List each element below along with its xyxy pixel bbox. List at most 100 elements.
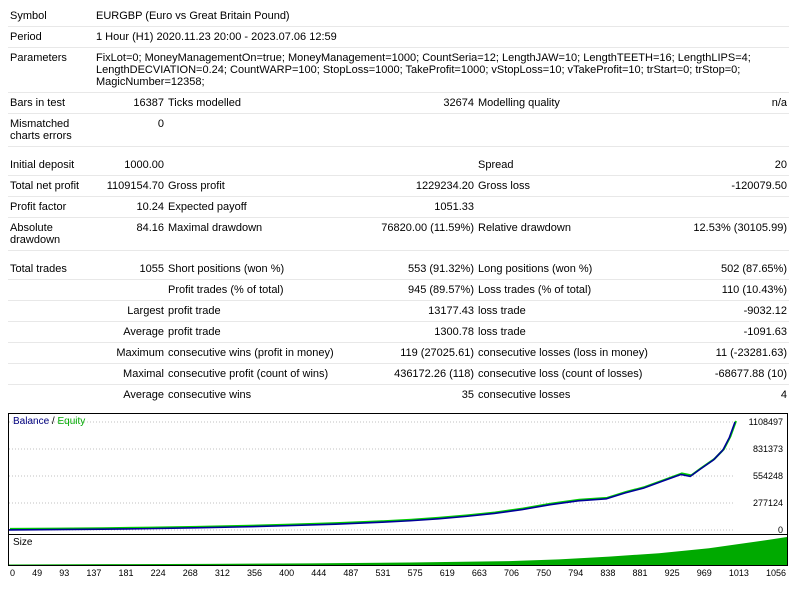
equity-curve-svg: 11084978313735542482771240 bbox=[9, 414, 787, 534]
metric-label: Gross profit bbox=[166, 176, 366, 197]
metric-value bbox=[94, 280, 166, 301]
size-chart-title: Size bbox=[9, 535, 36, 550]
metric-value: 436172.26 (118) bbox=[366, 364, 476, 385]
metric-label: Profit trades (% of total) bbox=[166, 280, 366, 301]
metric-label: profit trade bbox=[166, 301, 366, 322]
metric-label: Loss trades (% of total) bbox=[476, 280, 656, 301]
metric-value: -120079.50 bbox=[656, 176, 789, 197]
x-tick: 925 bbox=[665, 568, 680, 578]
metric-value: 12.53% (30105.99) bbox=[656, 218, 789, 251]
header-value: FixLot=0; MoneyManagementOn=true; MoneyM… bbox=[94, 48, 789, 93]
metric-value: 1109154.70 bbox=[94, 176, 166, 197]
x-tick: 969 bbox=[697, 568, 712, 578]
metric-value: Average bbox=[94, 322, 166, 343]
metric-label: loss trade bbox=[476, 322, 656, 343]
header-label: Parameters bbox=[8, 48, 94, 93]
metric-label bbox=[8, 343, 94, 364]
metric-value: 16387 bbox=[94, 93, 166, 114]
x-tick: 1013 bbox=[729, 568, 749, 578]
x-tick: 181 bbox=[118, 568, 133, 578]
metric-value: 0 bbox=[94, 114, 166, 147]
metric-value bbox=[366, 155, 476, 176]
x-tick: 0 bbox=[10, 568, 15, 578]
metric-value: 1300.78 bbox=[366, 322, 476, 343]
metric-value: Average bbox=[94, 385, 166, 406]
header-value: EURGBP (Euro vs Great Britain Pound) bbox=[94, 6, 789, 27]
metric-value: 13177.43 bbox=[366, 301, 476, 322]
x-tick: 838 bbox=[600, 568, 615, 578]
metric-label: Mismatched charts errors bbox=[8, 114, 94, 147]
metric-label: Absolute drawdown bbox=[8, 218, 94, 251]
header-value: 1 Hour (H1) 2020.11.23 20:00 - 2023.07.0… bbox=[94, 27, 789, 48]
svg-text:554248: 554248 bbox=[753, 471, 783, 481]
x-tick: 444 bbox=[311, 568, 326, 578]
equity-label: Equity bbox=[57, 416, 85, 427]
metric-value: 11 (-23281.63) bbox=[656, 343, 789, 364]
x-tick: 1056 bbox=[766, 568, 786, 578]
metric-value: 945 (89.57%) bbox=[366, 280, 476, 301]
metric-label: Long positions (won %) bbox=[476, 259, 656, 280]
metric-label: Maximal drawdown bbox=[166, 218, 366, 251]
x-tick: 531 bbox=[375, 568, 390, 578]
svg-text:0: 0 bbox=[778, 525, 783, 534]
size-chart: Size bbox=[8, 535, 788, 566]
x-tick: 268 bbox=[183, 568, 198, 578]
metric-label: Profit factor bbox=[8, 197, 94, 218]
metric-value: -68677.88 (10) bbox=[656, 364, 789, 385]
metric-label: consecutive profit (count of wins) bbox=[166, 364, 366, 385]
metric-label: Bars in test bbox=[8, 93, 94, 114]
metric-label bbox=[8, 301, 94, 322]
x-tick: 619 bbox=[440, 568, 455, 578]
metric-value bbox=[656, 114, 789, 147]
metric-value bbox=[366, 114, 476, 147]
metric-label: consecutive losses bbox=[476, 385, 656, 406]
metric-value: 35 bbox=[366, 385, 476, 406]
x-tick: 487 bbox=[343, 568, 358, 578]
metric-label bbox=[476, 197, 656, 218]
x-tick: 93 bbox=[59, 568, 69, 578]
metric-label bbox=[476, 114, 656, 147]
metric-label bbox=[8, 385, 94, 406]
metric-value: 553 (91.32%) bbox=[366, 259, 476, 280]
metric-value: Maximal bbox=[94, 364, 166, 385]
x-tick: 881 bbox=[632, 568, 647, 578]
x-tick: 356 bbox=[247, 568, 262, 578]
svg-text:277124: 277124 bbox=[753, 498, 783, 508]
x-tick: 224 bbox=[151, 568, 166, 578]
x-tick: 49 bbox=[32, 568, 42, 578]
x-tick: 750 bbox=[536, 568, 551, 578]
metric-label: Ticks modelled bbox=[166, 93, 366, 114]
x-tick: 400 bbox=[279, 568, 294, 578]
metric-label: Spread bbox=[476, 155, 656, 176]
metric-value: Maximum bbox=[94, 343, 166, 364]
metric-value: 502 (87.65%) bbox=[656, 259, 789, 280]
metric-value: 1051.33 bbox=[366, 197, 476, 218]
metric-label: Total trades bbox=[8, 259, 94, 280]
report-table: SymbolEURGBP (Euro vs Great Britain Poun… bbox=[8, 6, 789, 405]
metric-label: consecutive losses (loss in money) bbox=[476, 343, 656, 364]
metric-value: 119 (27025.61) bbox=[366, 343, 476, 364]
metric-value: Largest bbox=[94, 301, 166, 322]
metric-label: consecutive wins bbox=[166, 385, 366, 406]
metric-value: -1091.63 bbox=[656, 322, 789, 343]
header-label: Symbol bbox=[8, 6, 94, 27]
metric-label: Total net profit bbox=[8, 176, 94, 197]
metric-label bbox=[8, 322, 94, 343]
metric-label bbox=[8, 364, 94, 385]
metric-label: Short positions (won %) bbox=[166, 259, 366, 280]
metric-value: 4 bbox=[656, 385, 789, 406]
metric-value: n/a bbox=[656, 93, 789, 114]
balance-equity-chart: Balance / Equity 11084978313735542482771… bbox=[8, 413, 788, 535]
x-tick: 137 bbox=[86, 568, 101, 578]
metric-label: Expected payoff bbox=[166, 197, 366, 218]
metric-label bbox=[166, 114, 366, 147]
metric-value: 1229234.20 bbox=[366, 176, 476, 197]
metric-label bbox=[8, 280, 94, 301]
metric-value: 1055 bbox=[94, 259, 166, 280]
metric-value: 1000.00 bbox=[94, 155, 166, 176]
metric-value: 32674 bbox=[366, 93, 476, 114]
size-svg bbox=[9, 535, 787, 565]
x-axis-labels: 0499313718122426831235640044448753157561… bbox=[8, 566, 788, 578]
metric-label: consecutive loss (count of losses) bbox=[476, 364, 656, 385]
metric-label: Gross loss bbox=[476, 176, 656, 197]
